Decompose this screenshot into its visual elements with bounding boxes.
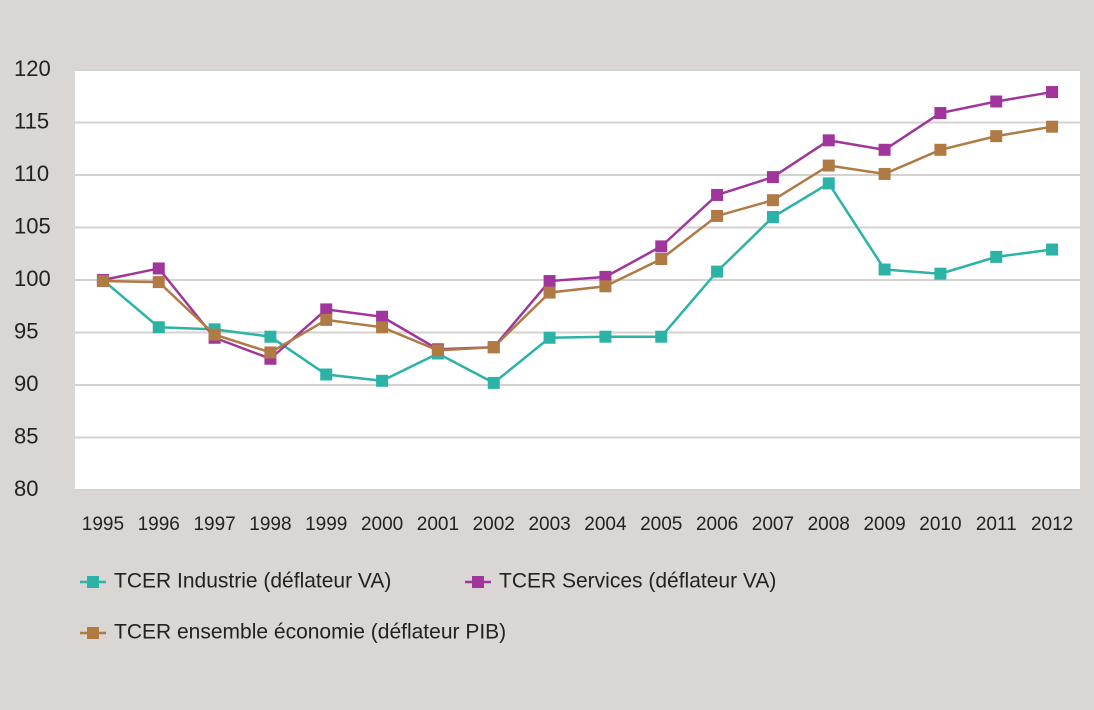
point-marker <box>990 250 1003 263</box>
point-marker <box>822 177 835 190</box>
y-tick-label: 110 <box>14 161 49 186</box>
point-marker <box>1046 86 1059 99</box>
x-tick-label: 2007 <box>752 514 794 535</box>
point-marker <box>208 328 221 341</box>
point-marker <box>487 376 500 389</box>
legend-label: TCER ensemble économie (déflateur PIB) <box>114 621 506 644</box>
point-marker <box>599 280 612 293</box>
y-tick-label: 95 <box>14 318 38 343</box>
point-marker <box>152 321 165 334</box>
point-marker <box>655 330 668 343</box>
x-tick-label: 2009 <box>863 514 905 535</box>
point-marker <box>878 167 891 180</box>
point-marker <box>822 134 835 147</box>
point-marker <box>655 253 668 265</box>
x-tick-label: 1996 <box>138 514 180 535</box>
point-marker <box>487 341 500 354</box>
y-tick-label: 80 <box>14 476 38 501</box>
legend-marker <box>472 576 484 588</box>
x-tick-label: 2011 <box>976 514 1017 535</box>
point-marker <box>264 330 277 343</box>
x-tick-label: 2002 <box>473 514 515 535</box>
point-marker <box>599 330 612 343</box>
point-marker <box>1046 243 1059 256</box>
x-tick-label: 2010 <box>919 514 961 535</box>
point-marker <box>152 262 165 275</box>
point-marker <box>320 303 333 316</box>
point-marker <box>376 374 389 387</box>
y-tick-label: 115 <box>14 108 49 133</box>
point-marker <box>264 346 277 359</box>
y-tick-label: 85 <box>14 423 38 448</box>
x-tick-label: 1995 <box>82 514 124 535</box>
point-marker <box>543 275 556 288</box>
point-marker <box>766 171 779 184</box>
point-marker <box>655 240 668 253</box>
y-tick-label: 90 <box>14 371 38 396</box>
x-tick-label: 1998 <box>249 514 291 535</box>
y-tick-label: 105 <box>14 213 51 238</box>
x-tick-label: 2005 <box>640 514 682 535</box>
series-line <box>102 90 1053 361</box>
x-tick-label: 2000 <box>361 514 403 535</box>
point-marker <box>766 211 779 223</box>
series-line <box>102 125 1053 354</box>
point-marker <box>934 267 947 280</box>
series-line <box>102 181 1053 385</box>
point-marker <box>543 286 556 299</box>
point-marker <box>320 368 333 381</box>
legend-label: TCER Industrie (déflateur VA) <box>114 570 391 593</box>
point-marker <box>431 344 444 357</box>
x-tick-label: 2004 <box>584 514 627 535</box>
y-tick-label: 120 <box>14 56 51 81</box>
point-marker <box>376 321 389 334</box>
point-marker <box>599 270 612 283</box>
x-tick-label: 2001 <box>417 514 459 535</box>
point-marker <box>711 209 724 222</box>
point-marker <box>766 194 779 207</box>
point-marker <box>934 107 947 120</box>
point-marker <box>878 263 891 276</box>
point-marker <box>990 95 1003 108</box>
point-marker <box>878 143 891 156</box>
legend-marker <box>87 627 99 639</box>
point-marker <box>822 159 835 172</box>
point-marker <box>152 276 165 289</box>
point-marker <box>934 143 947 156</box>
x-tick-label: 1999 <box>305 514 347 535</box>
y-tick-label: 100 <box>14 266 51 291</box>
legend-marker <box>87 576 99 588</box>
legend-label: TCER Services (déflateur VA) <box>499 570 776 593</box>
point-marker <box>96 275 109 288</box>
x-tick-label: 1997 <box>193 514 235 535</box>
x-tick-label: 2012 <box>1031 514 1073 535</box>
x-tick-label: 2006 <box>696 514 738 535</box>
point-marker <box>1046 120 1059 133</box>
point-marker <box>711 188 724 201</box>
x-tick-label: 2003 <box>528 514 570 535</box>
point-marker <box>990 130 1003 143</box>
x-tick-label: 2008 <box>808 514 850 535</box>
point-marker <box>711 265 724 278</box>
point-marker <box>543 331 556 344</box>
point-marker <box>320 313 333 326</box>
point-marker <box>376 310 389 323</box>
